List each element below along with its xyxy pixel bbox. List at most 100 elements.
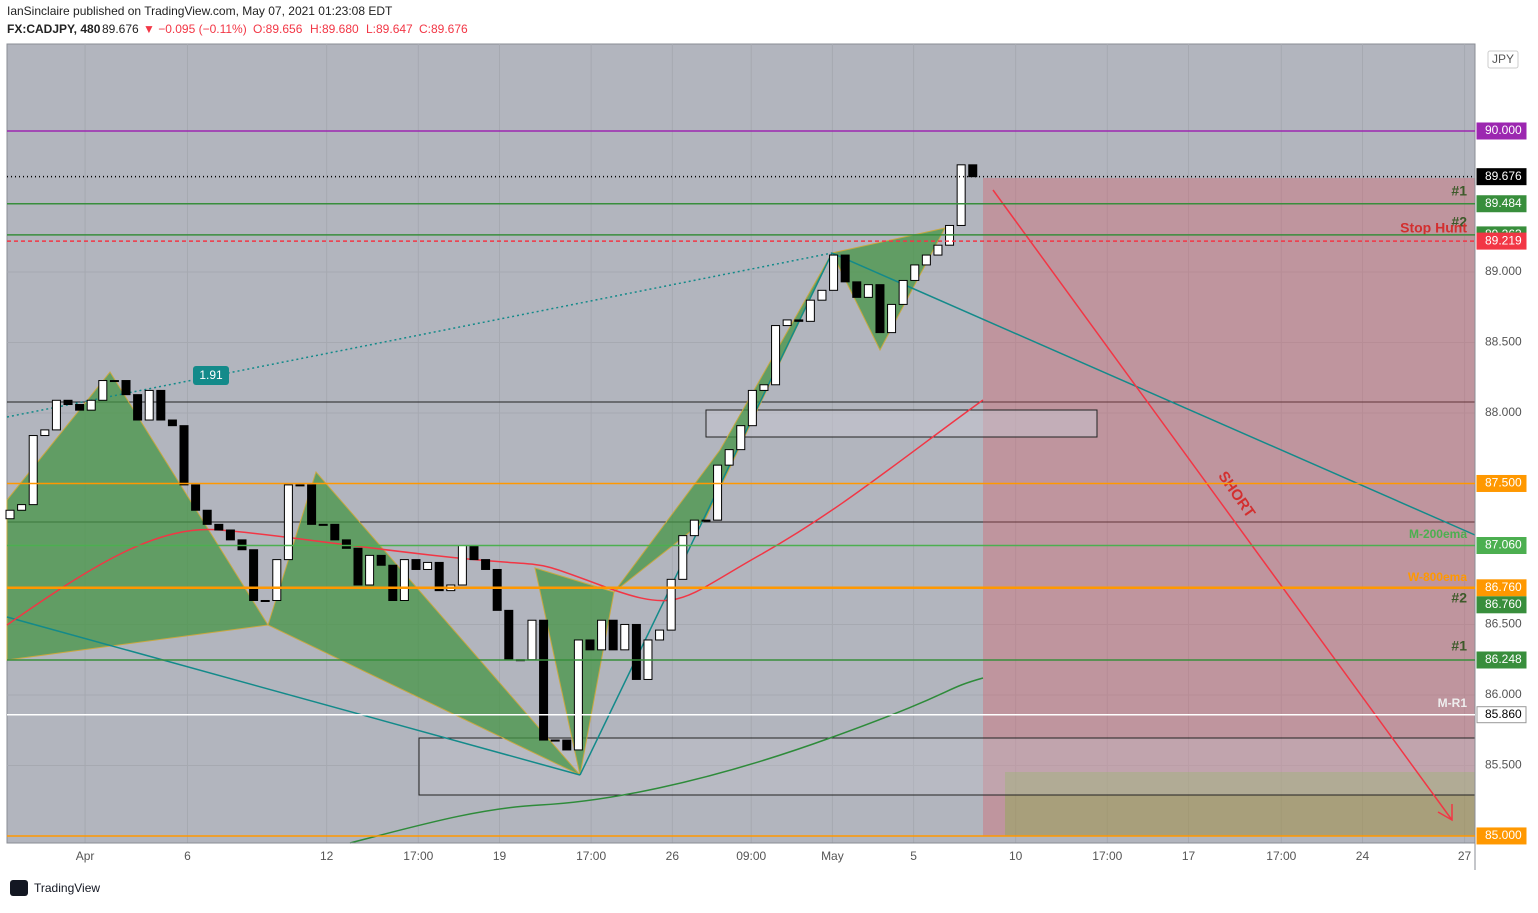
level-badge xyxy=(1476,122,1527,140)
level-label: 89.219 xyxy=(1485,233,1522,247)
candles xyxy=(5,164,978,751)
level-label: 89.676 xyxy=(1485,169,1522,183)
candle-body xyxy=(98,380,108,401)
candle-body xyxy=(898,279,908,305)
candle-body xyxy=(724,449,734,466)
box xyxy=(705,409,1098,438)
annotation: Stop Hunt xyxy=(1400,220,1467,236)
ratio-badge xyxy=(193,366,229,385)
y-tick-label: 86.500 xyxy=(1485,617,1522,631)
candle-body xyxy=(283,484,293,561)
ohlc-high: H:89.680 xyxy=(310,22,359,36)
level-badge xyxy=(1476,827,1527,845)
level-badge xyxy=(1476,537,1527,555)
candle-body xyxy=(423,561,433,570)
y-tick-label: 88.500 xyxy=(1485,335,1522,349)
ohlc-low: L:89.647 xyxy=(366,22,413,36)
candle-body xyxy=(365,554,375,586)
candle-body xyxy=(631,623,641,680)
candle-body xyxy=(713,464,723,521)
candle-body xyxy=(550,739,560,742)
candle-body xyxy=(805,299,815,322)
x-tick-label: 17:00 xyxy=(576,849,606,863)
candle-body xyxy=(249,549,259,601)
trend-line xyxy=(579,252,833,776)
candle-body xyxy=(28,435,38,506)
candle-body xyxy=(133,394,143,421)
candle-body xyxy=(63,399,73,406)
arrow-head xyxy=(1437,804,1453,822)
candle-body xyxy=(5,509,15,520)
candle-body xyxy=(585,639,595,651)
footer: TradingView xyxy=(34,881,100,895)
x-tick-label: 17:00 xyxy=(403,849,433,863)
candle-body xyxy=(771,325,781,386)
candle-body xyxy=(817,289,827,301)
level-badge xyxy=(1476,579,1527,597)
logo xyxy=(10,880,28,896)
annotation: M-200ema xyxy=(1409,527,1467,541)
y-tick-label: 86.000 xyxy=(1485,687,1522,701)
candle-body xyxy=(875,284,885,334)
level-label: 86.760 xyxy=(1485,597,1522,611)
level-badge xyxy=(1476,474,1527,492)
ohlc: O:89.656 H:89.680 L:89.647 C:89.676 xyxy=(253,22,468,36)
candle-body xyxy=(469,545,479,561)
candle-body xyxy=(51,399,61,431)
ohlc-close: C:89.676 xyxy=(419,22,468,36)
symbol: FX:CADJPY, 480 xyxy=(7,22,101,36)
candle-body xyxy=(956,164,966,226)
level-label: 89.484 xyxy=(1485,196,1522,210)
candle-body xyxy=(759,384,769,391)
candle-body xyxy=(156,389,166,421)
candle-body xyxy=(191,484,201,511)
candle-body xyxy=(747,389,757,427)
last-price: 89.676 xyxy=(102,22,139,36)
box xyxy=(418,737,1476,796)
x-tick-label: 17:00 xyxy=(1266,849,1296,863)
candle-body xyxy=(179,425,189,486)
candle-body xyxy=(655,629,665,641)
trend-line xyxy=(831,252,1476,536)
x-tick-label: 12 xyxy=(320,849,334,863)
candle-body xyxy=(597,619,607,651)
annotation: #2 xyxy=(1451,590,1467,606)
candle-body xyxy=(75,404,85,411)
candle-body xyxy=(620,623,630,651)
candle-body xyxy=(457,545,467,586)
candle-body xyxy=(933,244,943,256)
x-tick-label: 17 xyxy=(1182,849,1196,863)
candle-body xyxy=(86,399,96,411)
candle-body xyxy=(434,561,444,592)
x-tick-label: 27 xyxy=(1458,849,1472,863)
level-label: 87.060 xyxy=(1485,538,1522,552)
candle-body xyxy=(829,254,839,291)
x-tick-label: 09:00 xyxy=(736,849,766,863)
candle-body xyxy=(40,429,50,437)
candle-body xyxy=(608,619,618,651)
annotation: #1 xyxy=(1451,183,1467,199)
candle-body xyxy=(272,559,282,601)
candle-body xyxy=(330,523,340,541)
candle-body xyxy=(921,254,931,266)
annotation: #2 xyxy=(1451,214,1467,230)
moving-average xyxy=(349,677,984,844)
currency: JPY xyxy=(1492,52,1514,66)
x-tick-label: May xyxy=(821,849,844,863)
ratio-label: 1.91 xyxy=(199,368,223,382)
candle-body xyxy=(481,559,491,570)
candle-body xyxy=(167,419,177,427)
currency-box xyxy=(1487,50,1519,69)
candle-body xyxy=(225,529,235,541)
candle-body xyxy=(388,564,398,601)
level-label: 85.000 xyxy=(1485,828,1522,842)
candle-body xyxy=(887,303,897,334)
candle-body xyxy=(307,484,317,525)
level-badge xyxy=(1476,706,1527,724)
candle-body xyxy=(260,599,270,602)
annotation: M-R1 xyxy=(1438,696,1468,710)
candle-body xyxy=(341,539,351,549)
y-tick-label: 89.000 xyxy=(1485,264,1522,278)
header: IanSinclaire published on TradingView.co… xyxy=(7,4,393,18)
candle-body xyxy=(666,578,676,631)
